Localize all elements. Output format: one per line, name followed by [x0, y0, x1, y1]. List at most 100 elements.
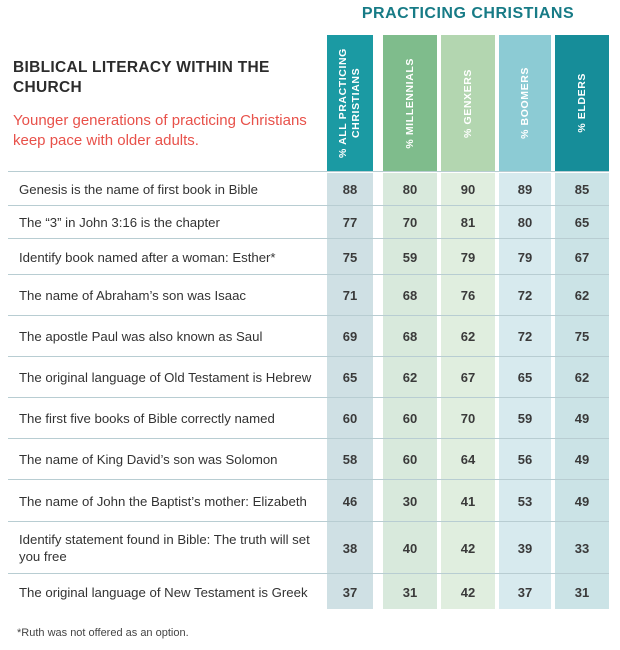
table-cell-value: 65 — [342, 370, 358, 385]
table-cell-value: 70 — [460, 411, 476, 426]
column-header-label: % ALL PRACTICING CHRISTIANS — [337, 48, 362, 158]
table-cell-value: 59 — [402, 249, 418, 265]
table-cell-value: 90 — [460, 181, 476, 197]
table-cell-value: 79 — [517, 249, 533, 265]
row-label: The original language of Old Testament i… — [19, 370, 312, 385]
column-header-bg-0 — [327, 35, 373, 171]
table-cell-value: 62 — [574, 288, 590, 303]
table-cell-value: 42 — [460, 584, 476, 600]
row-divider — [8, 238, 609, 239]
table-cell-value: 31 — [574, 584, 590, 600]
row-divider — [8, 479, 609, 480]
column-header-label: % ELDERS — [575, 73, 588, 133]
column-header-bg-3 — [499, 35, 551, 171]
table-cell-value: 33 — [574, 540, 590, 556]
table-cell-value: 89 — [517, 181, 533, 197]
table-cell-value: 40 — [402, 540, 418, 556]
table-cell-value: 75 — [574, 329, 590, 344]
table-cell-value: 79 — [460, 249, 476, 265]
column-header-0: % ALL PRACTICING CHRISTIANS — [327, 35, 373, 171]
table-cell-value: 69 — [342, 329, 358, 344]
column-body-bg-3 — [499, 173, 551, 609]
table-cell-value: 64 — [460, 452, 476, 467]
table-cell-value: 80 — [402, 181, 418, 197]
row-label: The “3” in John 3:16 is the chapter — [19, 215, 220, 230]
table-cell-value: 42 — [460, 540, 476, 556]
table-cell-value: 59 — [517, 411, 533, 426]
table-cell-value: 68 — [402, 329, 418, 344]
table-cell-value: 62 — [402, 370, 418, 385]
table-cell-value: 30 — [402, 493, 418, 509]
row-label: The first five books of Bible correctly … — [19, 411, 275, 426]
table-cell-value: 38 — [342, 540, 358, 556]
table-cell-value: 72 — [517, 329, 533, 344]
column-header-bg-4 — [555, 35, 609, 171]
row-label: The original language of New Testament i… — [19, 584, 308, 600]
table-cell-value: 67 — [460, 370, 476, 385]
table-cell-value: 80 — [517, 215, 533, 230]
table-cell-value: 67 — [574, 249, 590, 265]
row-label: The apostle Paul was also known as Saul — [19, 329, 263, 344]
table-cell-value: 81 — [460, 215, 476, 230]
row-label: The name of King David’s son was Solomon — [19, 452, 278, 467]
column-body-bg-4 — [555, 173, 609, 609]
column-gap — [373, 35, 383, 610]
table-cell-value: 60 — [402, 452, 418, 467]
table-cell-value: 85 — [574, 181, 590, 197]
table-cell-value: 62 — [574, 370, 590, 385]
column-body-bg-2 — [441, 173, 495, 609]
column-gap — [495, 35, 499, 610]
column-body-bg-0 — [327, 173, 373, 609]
table-cell-value: 75 — [342, 249, 358, 265]
table-top-divider — [8, 171, 609, 172]
row-label: Identify statement found in Bible: The t… — [19, 532, 310, 564]
row-label: The name of Abraham’s son was Isaac — [19, 288, 246, 303]
table-cell-value: 65 — [517, 370, 533, 385]
table-cell-value: 37 — [342, 584, 358, 600]
column-gap — [437, 35, 441, 610]
table-cell-value: 56 — [517, 452, 533, 467]
row-divider — [8, 274, 609, 275]
table-cell-value: 37 — [517, 584, 533, 600]
column-header-4: % ELDERS — [555, 35, 609, 171]
super-header: PRACTICING CHRISTIANS — [361, 5, 575, 22]
column-header-2: % GENXERS — [441, 35, 495, 171]
table-cell-value: 62 — [460, 329, 476, 344]
column-header-label: % MILLENNIALS — [403, 57, 416, 149]
table-cell-value: 65 — [574, 215, 590, 230]
table-cell-value: 58 — [342, 452, 358, 467]
table-cell-value: 71 — [342, 288, 358, 303]
row-divider — [8, 573, 609, 574]
row-label: Genesis is the name of first book in Bib… — [19, 181, 258, 197]
table-cell-value: 72 — [517, 288, 533, 303]
table-cell-value: 70 — [402, 215, 418, 230]
table-cell-value: 49 — [574, 452, 590, 467]
table-cell-value: 77 — [342, 215, 358, 230]
column-header-label: % GENXERS — [461, 68, 474, 138]
column-header-1: % MILLENNIALS — [383, 35, 437, 171]
row-divider — [8, 521, 609, 522]
chart-title: BIBLICAL LITERACY WITHIN THE CHURCH — [13, 59, 270, 96]
table-cell-value: 60 — [342, 411, 358, 426]
table-cell-value: 41 — [460, 493, 476, 509]
table-cell-value: 31 — [402, 584, 418, 600]
row-divider — [8, 438, 609, 439]
table-cell-value: 60 — [402, 411, 418, 426]
row-divider — [8, 356, 609, 357]
column-header-bg-2 — [441, 35, 495, 171]
table-cell-value: 53 — [517, 493, 533, 509]
chart-subtitle: Younger generations of practicing Christ… — [13, 112, 307, 149]
row-divider — [8, 315, 609, 316]
table-cell-value: 39 — [517, 540, 533, 556]
column-header-3: % BOOMERS — [499, 35, 551, 171]
table-cell-value: 88 — [342, 181, 358, 197]
footnote: *Ruth was not offered as an option. — [17, 627, 189, 639]
column-header-bg-1 — [383, 35, 437, 171]
row-divider — [8, 397, 609, 398]
column-body-bg-1 — [383, 173, 437, 609]
row-label: Identify book named after a woman: Esthe… — [19, 249, 276, 265]
column-header-label: % BOOMERS — [518, 67, 531, 139]
table-cell-value: 46 — [342, 493, 358, 509]
table-cell-value: 49 — [574, 411, 590, 426]
